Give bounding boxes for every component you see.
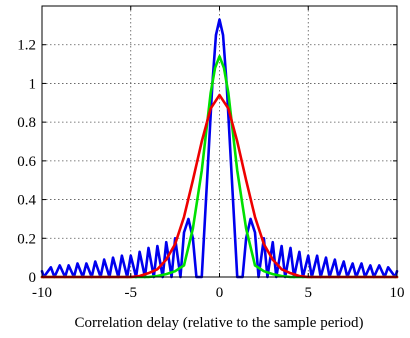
- x-tick-label: -10: [32, 285, 52, 301]
- series-line-3: [40, 93, 399, 279]
- y-tick-label: 1: [29, 76, 37, 92]
- series-line-1: [40, 18, 399, 279]
- y-tick-label: 0.8: [17, 115, 36, 131]
- x-tick-label: 5: [305, 285, 313, 301]
- y-tick-label: 0.6: [17, 154, 36, 170]
- x-tick-label: 0: [216, 285, 224, 301]
- series-line-2: [40, 55, 399, 279]
- tick-marks: [41, 6, 398, 278]
- series-lines: [40, 18, 399, 279]
- y-tick-label: 0.4: [17, 193, 36, 209]
- y-tick-label: 0: [29, 270, 37, 286]
- tick-labels: -10 -5 0 5 10 0 0.2 0.4 0.6 0.8 1 1.2: [17, 38, 404, 301]
- x-axis-label: Correlation delay (relative to the sampl…: [74, 315, 363, 331]
- x-tick-label: -5: [125, 285, 138, 301]
- y-tick-label: 0.2: [17, 231, 36, 247]
- x-tick-label: 10: [390, 285, 405, 301]
- y-tick-label: 1.2: [17, 38, 36, 54]
- grid: [42, 6, 397, 277]
